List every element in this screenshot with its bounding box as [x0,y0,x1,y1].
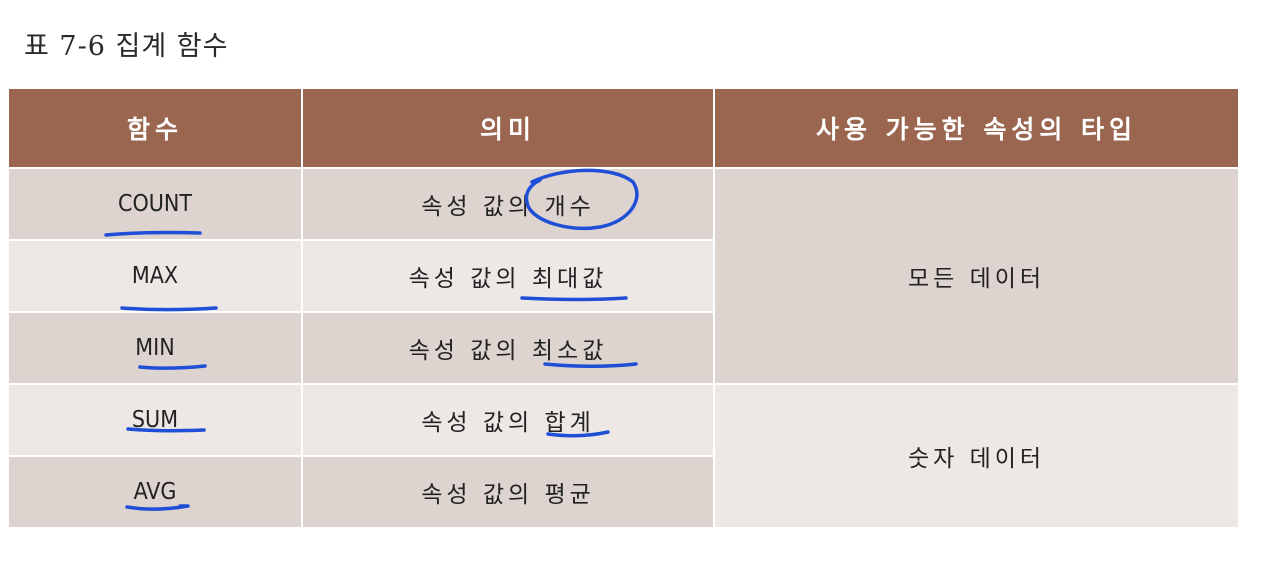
meaning-min: 속성 값의 최소값 [303,313,713,383]
function-avg: AVG [9,457,301,527]
function-min: MIN [9,313,301,383]
aggregate-functions-table: 함수 의미 사용 가능한 속성의 타입 COUNT 속성 값의 개수 모든 데이… [9,89,1238,527]
type-all-data: 모든 데이터 [715,169,1238,383]
meaning-sum: 속성 값의 합계 [303,385,713,455]
header-type: 사용 가능한 속성의 타입 [715,89,1238,167]
meaning-max: 속성 값의 최대값 [303,241,713,311]
function-sum: SUM [9,385,301,455]
function-max: MAX [9,241,301,311]
header-meaning: 의미 [303,89,713,167]
meaning-count: 속성 값의 개수 [303,169,713,239]
type-numeric-data: 숫자 데이터 [715,385,1238,527]
header-function: 함수 [9,89,301,167]
meaning-avg: 속성 값의 평균 [303,457,713,527]
function-count: COUNT [9,169,301,239]
table-caption: 표 7-6 집계 함수 [24,31,229,62]
